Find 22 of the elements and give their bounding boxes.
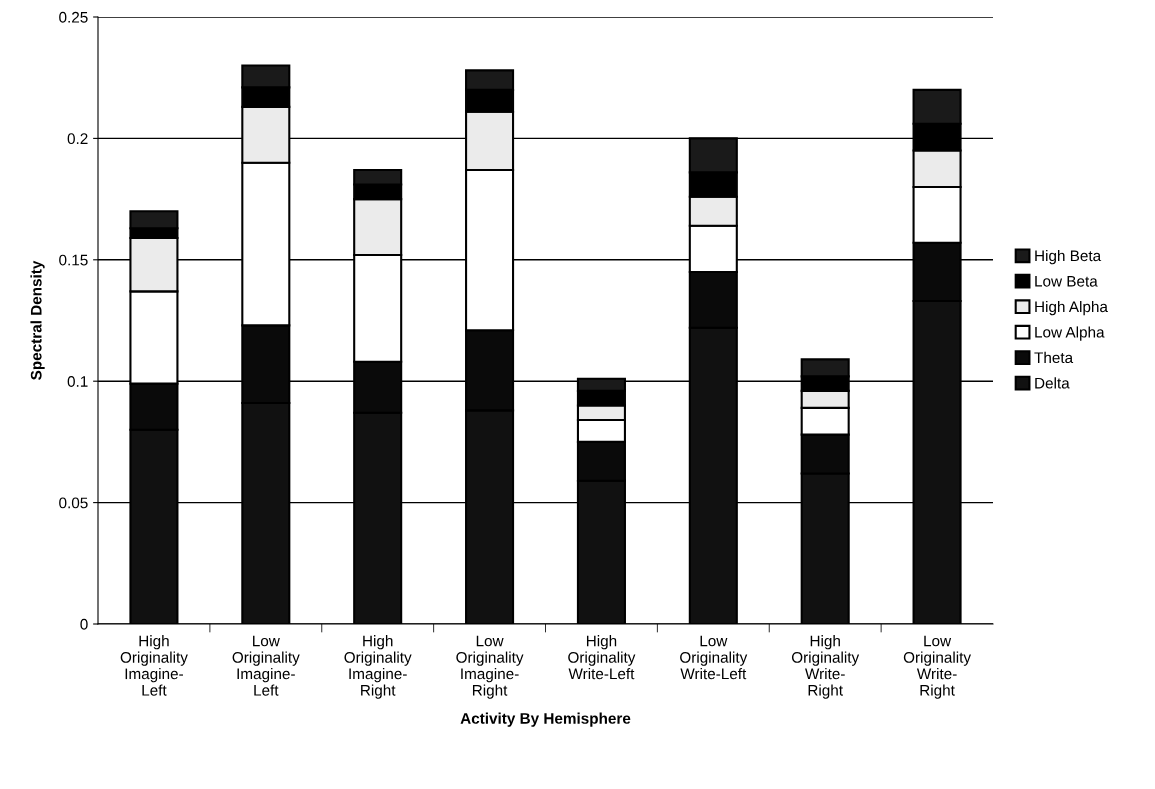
legend-label: High Beta bbox=[1035, 249, 1102, 265]
x-tick-label: High Originality Write- Right bbox=[791, 635, 860, 699]
legend-label: High Alpha bbox=[1035, 300, 1108, 316]
y-tick-label: 0 bbox=[80, 618, 88, 630]
legend-label: Low Alpha bbox=[1035, 326, 1105, 341]
y-tick-label: 0.2 bbox=[67, 133, 88, 145]
y-tick-label: 0.05 bbox=[59, 497, 88, 509]
y-tick-label: 0.1 bbox=[67, 376, 88, 387]
y-tick-label: 0.25 bbox=[59, 11, 88, 23]
x-tick-label: Low Originality Write-Left bbox=[680, 635, 748, 680]
x-tick-label: Low Originality Imagine- Right bbox=[456, 635, 524, 699]
x-tick-label: Low Originality Imagine- Left bbox=[232, 635, 300, 696]
x-tick-label: High Originality Write-Left bbox=[568, 635, 636, 680]
x-axis-title: Activity By Hemisphere bbox=[460, 712, 631, 727]
y-tick-label: 0.15 bbox=[59, 254, 88, 266]
x-tick-label: High Originality Imagine- Right bbox=[344, 635, 412, 699]
legend-label: Low Beta bbox=[1035, 276, 1098, 287]
legend-label: Theta bbox=[1034, 351, 1074, 364]
y-axis-title: Spectral Density bbox=[30, 260, 45, 380]
legend-label: Delta bbox=[1035, 377, 1070, 389]
x-tick-label: Low Originality Write- Right bbox=[903, 635, 971, 699]
x-tick-label: High Originality Imagine- Left bbox=[120, 635, 188, 696]
